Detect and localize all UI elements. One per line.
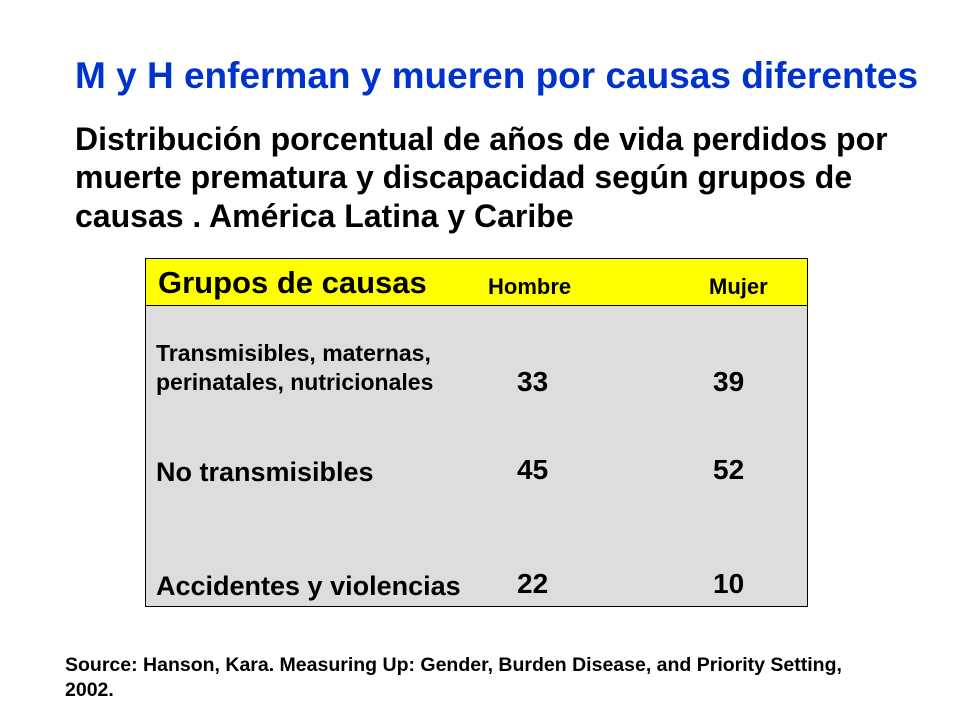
- cause-label-line-1: Transmisibles, maternas,: [156, 340, 431, 366]
- causes-table: Grupos de causas Hombre Mujer Transmisib…: [145, 258, 808, 607]
- table-row: Transmisibles, maternas, perinatales, nu…: [146, 306, 807, 419]
- table-header-row: Grupos de causas Hombre Mujer: [146, 259, 807, 306]
- table-row: No transmisibles 45 52: [146, 419, 807, 519]
- slide-subtitle: Distribución porcentual de años de vida …: [75, 120, 888, 235]
- value-mujer: 52: [713, 454, 745, 485]
- cause-label: No transmisibles: [156, 457, 374, 487]
- subtitle-line-2: muerte prematura y discapacidad según gr…: [75, 159, 853, 196]
- subtitle-line-3: causas . América Latina y Caribe: [75, 197, 574, 234]
- source-line-1: Source: Hanson, Kara. Measuring Up: Gend…: [65, 654, 842, 676]
- header-mujer: Mujer: [709, 274, 768, 299]
- value-mujer: 39: [713, 366, 745, 397]
- header-grupos-de-causas: Grupos de causas: [158, 265, 427, 300]
- source-line-2: 2002.: [65, 679, 114, 701]
- cause-label: Transmisibles, maternas, perinatales, nu…: [156, 339, 433, 397]
- value-hombre: 45: [517, 454, 549, 485]
- table-row: Accidentes y violencias 22 10: [146, 519, 807, 606]
- value-mujer: 10: [713, 568, 745, 599]
- subtitle-line-1: Distribución porcentual de años de vida …: [75, 121, 888, 157]
- cause-label: Accidentes y violencias: [156, 571, 461, 601]
- header-hombre: Hombre: [488, 274, 572, 299]
- value-hombre: 33: [517, 366, 549, 397]
- slide-title: M y H enferman y mueren por causas difer…: [75, 55, 919, 96]
- cause-label-line-2: perinatales, nutricionales: [156, 369, 434, 395]
- value-hombre: 22: [517, 568, 549, 599]
- source-citation: Source: Hanson, Kara. Measuring Up: Gend…: [65, 653, 842, 703]
